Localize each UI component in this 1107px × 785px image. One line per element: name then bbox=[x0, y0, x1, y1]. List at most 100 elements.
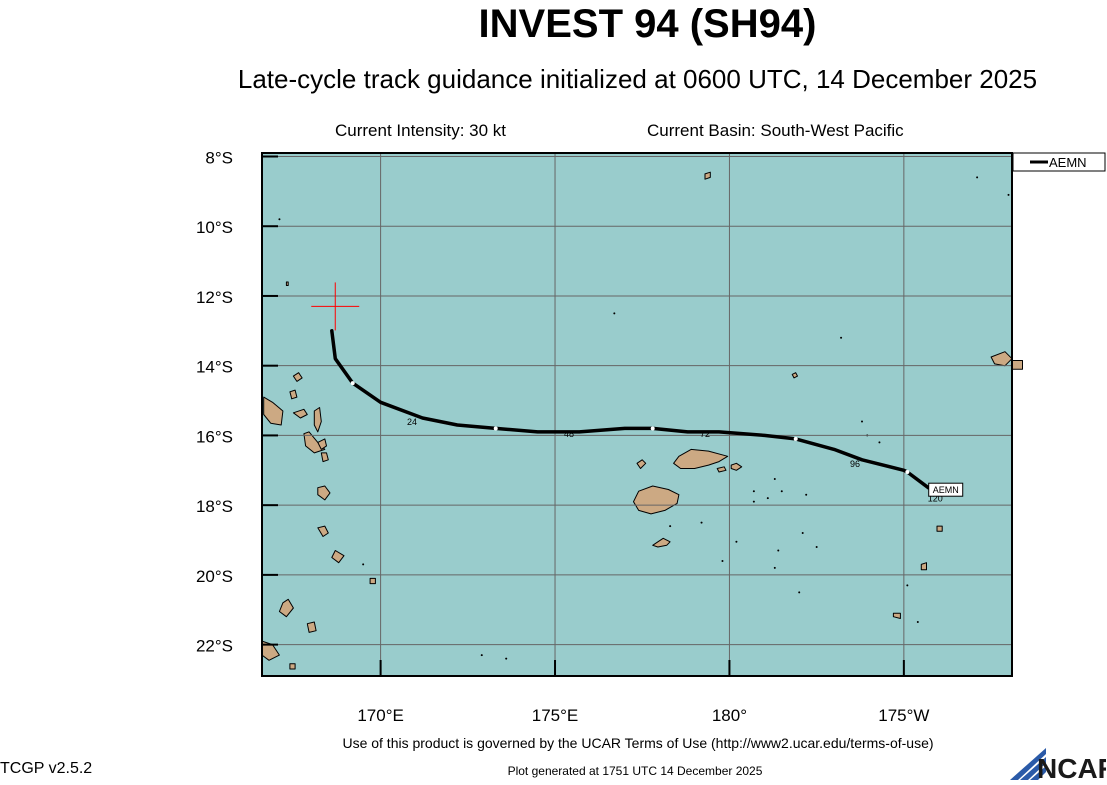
islet bbox=[861, 420, 863, 423]
island bbox=[289, 663, 296, 670]
island bbox=[1011, 360, 1023, 370]
forecast-hour-label: 96 bbox=[850, 459, 860, 469]
islet bbox=[815, 545, 818, 548]
islet bbox=[976, 176, 979, 179]
islet bbox=[798, 591, 801, 594]
forecast-hour-label: 24 bbox=[407, 417, 417, 427]
islet bbox=[362, 563, 365, 566]
current-intensity: Current Intensity: 30 kt bbox=[335, 121, 507, 140]
islet bbox=[721, 559, 724, 562]
track-interval-marker bbox=[905, 470, 910, 475]
lon-tick-label: 180° bbox=[712, 706, 747, 725]
lat-tick-label: 14°S bbox=[196, 358, 233, 377]
island bbox=[652, 537, 671, 548]
forecast-hour-label: 120 bbox=[928, 494, 943, 504]
island bbox=[317, 525, 329, 537]
current-position-marker bbox=[311, 282, 360, 331]
map-border bbox=[261, 152, 1013, 677]
lon-tick-label: 170°E bbox=[357, 706, 404, 725]
version-label: TCGP v2.5.2 bbox=[0, 760, 93, 777]
lat-tick-label: 20°S bbox=[196, 567, 233, 586]
generated-timestamp: Plot generated at 1751 UTC 14 December 2… bbox=[507, 764, 763, 778]
island bbox=[320, 452, 329, 463]
island bbox=[306, 621, 317, 633]
islet bbox=[878, 441, 881, 444]
islet bbox=[1007, 193, 1010, 196]
islet bbox=[916, 620, 919, 623]
island bbox=[313, 407, 322, 433]
small-islands bbox=[278, 176, 1010, 660]
terms-of-use: Use of this product is governed by the U… bbox=[342, 735, 934, 751]
legend-label: AEMN bbox=[1049, 155, 1087, 170]
islet bbox=[773, 566, 776, 569]
island bbox=[673, 448, 729, 469]
lon-tick-label: 175°W bbox=[878, 706, 929, 725]
island bbox=[636, 459, 647, 469]
island bbox=[317, 438, 327, 450]
island bbox=[704, 171, 711, 180]
track-interval-marker bbox=[650, 426, 655, 431]
track-end-label: AEMN bbox=[933, 485, 959, 495]
islet bbox=[906, 584, 909, 587]
track-interval-marker bbox=[793, 436, 798, 441]
island bbox=[791, 372, 798, 379]
islet bbox=[805, 493, 808, 496]
island bbox=[292, 372, 303, 382]
legend-box bbox=[1012, 152, 1106, 172]
island bbox=[285, 281, 289, 286]
lon-tick-label: 175°E bbox=[532, 706, 579, 725]
islet bbox=[613, 312, 616, 315]
lat-tick-label: 12°S bbox=[196, 288, 233, 307]
islet bbox=[840, 336, 843, 339]
island bbox=[289, 389, 298, 400]
track-interval-marker bbox=[493, 426, 498, 431]
islet bbox=[700, 521, 703, 524]
ncar-logo-mark-icon bbox=[1010, 748, 1046, 780]
track-interval-marker bbox=[350, 381, 355, 386]
island bbox=[716, 466, 727, 473]
island bbox=[263, 396, 284, 426]
islet bbox=[801, 532, 804, 535]
island bbox=[936, 525, 943, 532]
island bbox=[292, 408, 308, 419]
plot-title: INVEST 94 (SH94) bbox=[478, 2, 817, 46]
land-masses bbox=[261, 171, 1023, 670]
islet bbox=[505, 657, 508, 660]
plot-subtitle: Late-cycle track guidance initialized at… bbox=[237, 64, 1038, 94]
island bbox=[331, 550, 345, 564]
island bbox=[303, 431, 326, 454]
islet bbox=[752, 500, 755, 503]
island bbox=[920, 562, 927, 571]
track-end-label-box bbox=[928, 482, 964, 497]
current-basin: Current Basin: South-West Pacific bbox=[647, 121, 904, 140]
axis-labels: 8°S 10°S 12°S 14°S 16°S 18°S 20°S 22°S 170°E 175°… bbox=[196, 148, 930, 725]
island bbox=[369, 577, 376, 585]
islet bbox=[735, 540, 738, 543]
island bbox=[892, 612, 901, 619]
islet bbox=[780, 490, 783, 493]
forecast-hour-label: 48 bbox=[564, 429, 574, 439]
lat-tick-label: 10°S bbox=[196, 218, 233, 237]
lat-tick-label: 16°S bbox=[196, 427, 233, 446]
island bbox=[730, 462, 743, 471]
ocean-area bbox=[262, 153, 1012, 676]
lat-tick-label: 18°S bbox=[196, 497, 233, 516]
ncar-logo-text: NCAR bbox=[1037, 753, 1106, 780]
lat-tick-label: 22°S bbox=[196, 637, 233, 656]
ncar-logo: NCAR bbox=[1006, 748, 1107, 785]
lat-tick-label: 8°S bbox=[205, 148, 233, 167]
islet bbox=[480, 654, 483, 657]
forecast-hour-label: 72 bbox=[700, 429, 710, 439]
islet bbox=[752, 490, 755, 493]
legend: AEMN bbox=[1012, 152, 1106, 172]
island bbox=[278, 598, 294, 618]
islet bbox=[777, 549, 780, 552]
islet bbox=[669, 525, 672, 528]
island bbox=[317, 485, 331, 501]
island bbox=[990, 351, 1013, 367]
islet bbox=[278, 218, 281, 221]
island bbox=[633, 485, 680, 515]
islet bbox=[766, 497, 769, 500]
